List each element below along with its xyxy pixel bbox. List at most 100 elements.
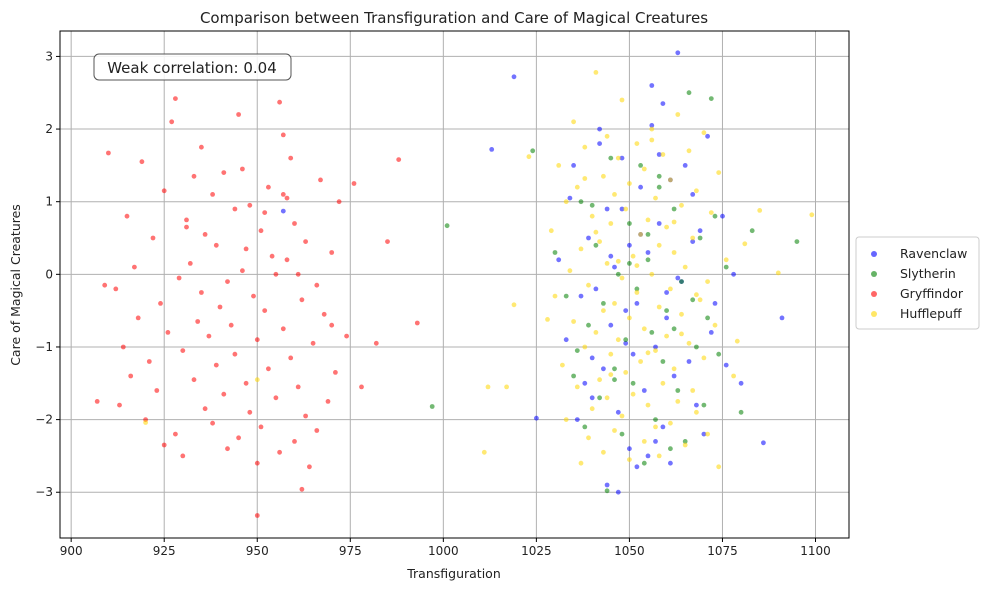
data-point-gryffindor: [165, 330, 171, 335]
data-point-gryffindor: [184, 217, 189, 223]
data-point-slytherin: [578, 199, 584, 205]
data-point-ravenclaw: [675, 275, 681, 281]
data-point-hufflepuff: [574, 384, 580, 390]
data-point-gryffindor: [251, 293, 256, 299]
data-point-hufflepuff: [634, 263, 640, 268]
data-point-gryffindor: [329, 322, 335, 328]
data-point-hufflepuff: [615, 155, 621, 161]
x-tick-label: 925: [153, 544, 176, 558]
y-axis-label: Care of Magical Creatures: [8, 204, 23, 366]
data-point-hufflepuff: [653, 195, 658, 201]
data-point-hufflepuff: [627, 457, 632, 462]
data-point-hufflepuff: [656, 242, 662, 248]
x-tick-label: 1000: [428, 544, 459, 558]
data-point-hufflepuff: [615, 337, 621, 343]
data-point-ravenclaw: [578, 293, 584, 299]
data-point-ravenclaw: [731, 271, 736, 277]
data-point-gryffindor: [124, 213, 130, 219]
data-point-gryffindor: [117, 402, 122, 408]
data-point-hufflepuff: [757, 208, 763, 213]
data-point-gryffindor: [228, 322, 234, 328]
data-point-gryffindor: [184, 224, 189, 230]
data-point-slytherin: [694, 344, 699, 350]
data-point-slytherin: [645, 232, 651, 237]
data-point-hufflepuff: [586, 282, 591, 288]
data-point-ravenclaw: [534, 415, 539, 421]
data-point-ravenclaw: [586, 235, 591, 241]
data-point-ravenclaw: [653, 344, 658, 350]
data-point-ravenclaw: [593, 286, 599, 292]
data-point-gryffindor: [128, 373, 134, 379]
data-point-hufflepuff: [668, 286, 673, 292]
data-point-hufflepuff: [705, 431, 710, 437]
data-point-gryffindor: [236, 435, 242, 441]
data-point-ravenclaw: [601, 366, 606, 372]
data-point-gryffindor: [333, 370, 338, 375]
data-point-hufflepuff: [649, 137, 655, 143]
data-point-ravenclaw: [589, 355, 595, 361]
data-point-hufflepuff: [612, 428, 617, 433]
x-tick-label: 1050: [614, 544, 645, 558]
data-point-slytherin: [597, 395, 602, 401]
data-point-slytherin: [604, 488, 610, 494]
data-point-hufflepuff: [649, 126, 655, 132]
data-point-hufflepuff: [608, 351, 614, 357]
data-point-ravenclaw: [653, 439, 658, 444]
data-points: [94, 50, 815, 518]
data-point-ravenclaw: [660, 101, 666, 106]
data-point-hufflepuff: [660, 152, 666, 157]
data-point-hufflepuff: [582, 344, 588, 350]
data-point-ravenclaw: [634, 301, 640, 306]
data-point-hufflepuff: [504, 384, 509, 390]
data-point-slytherin: [530, 148, 536, 154]
data-point-gryffindor: [199, 144, 204, 150]
data-point-hufflepuff: [630, 391, 636, 397]
data-point-hufflepuff: [656, 453, 662, 459]
correlation-annotation: Weak correlation: 0.04: [93, 53, 292, 81]
data-point-hufflepuff: [645, 217, 651, 223]
data-point-hufflepuff: [552, 293, 558, 299]
legend-label-slytherin: Slytherin: [900, 266, 956, 281]
data-point-hufflepuff: [582, 176, 588, 181]
data-point-hufflepuff: [645, 402, 651, 408]
data-point-gryffindor: [176, 275, 182, 281]
data-point-slytherin: [649, 330, 655, 335]
data-point-hufflepuff: [641, 326, 647, 332]
data-point-gryffindor: [102, 282, 108, 288]
data-point-hufflepuff: [597, 377, 602, 383]
legend-marker-gryffindor: [871, 291, 877, 297]
data-point-hufflepuff: [619, 275, 625, 281]
data-point-hufflepuff: [612, 301, 617, 306]
data-point-hufflepuff: [485, 384, 491, 390]
y-tick-label: 1: [45, 195, 53, 209]
data-point-hufflepuff: [690, 235, 696, 241]
data-point-hufflepuff: [641, 439, 647, 444]
legend-marker-hufflepuff: [871, 311, 877, 317]
data-point-ravenclaw: [280, 208, 286, 214]
data-point-slytherin: [615, 271, 621, 277]
data-point-slytherin: [716, 351, 722, 357]
data-point-gryffindor: [120, 344, 126, 350]
data-point-ravenclaw: [604, 482, 610, 488]
data-point-gryffindor: [284, 195, 290, 201]
data-point-ravenclaw: [582, 380, 588, 386]
data-point-hufflepuff: [604, 261, 610, 266]
data-point-gryffindor: [266, 184, 271, 190]
data-point-gryffindor: [303, 239, 308, 245]
data-point-hufflepuff: [653, 424, 658, 430]
data-point-ravenclaw: [563, 337, 569, 343]
data-point-hufflepuff: [601, 173, 606, 179]
data-point-hufflepuff: [578, 246, 584, 252]
data-point-hufflepuff: [593, 70, 599, 75]
data-point-hufflepuff: [694, 188, 699, 194]
y-tick-label: 2: [45, 122, 53, 136]
data-point-hufflepuff: [653, 348, 658, 353]
data-point-slytherin: [623, 337, 629, 343]
data-point-hufflepuff: [705, 279, 710, 284]
data-point-ravenclaw: [627, 242, 632, 248]
x-tick-label: 950: [246, 544, 269, 558]
legend-marker-ravenclaw: [871, 251, 877, 257]
data-point-hufflepuff: [671, 250, 677, 255]
